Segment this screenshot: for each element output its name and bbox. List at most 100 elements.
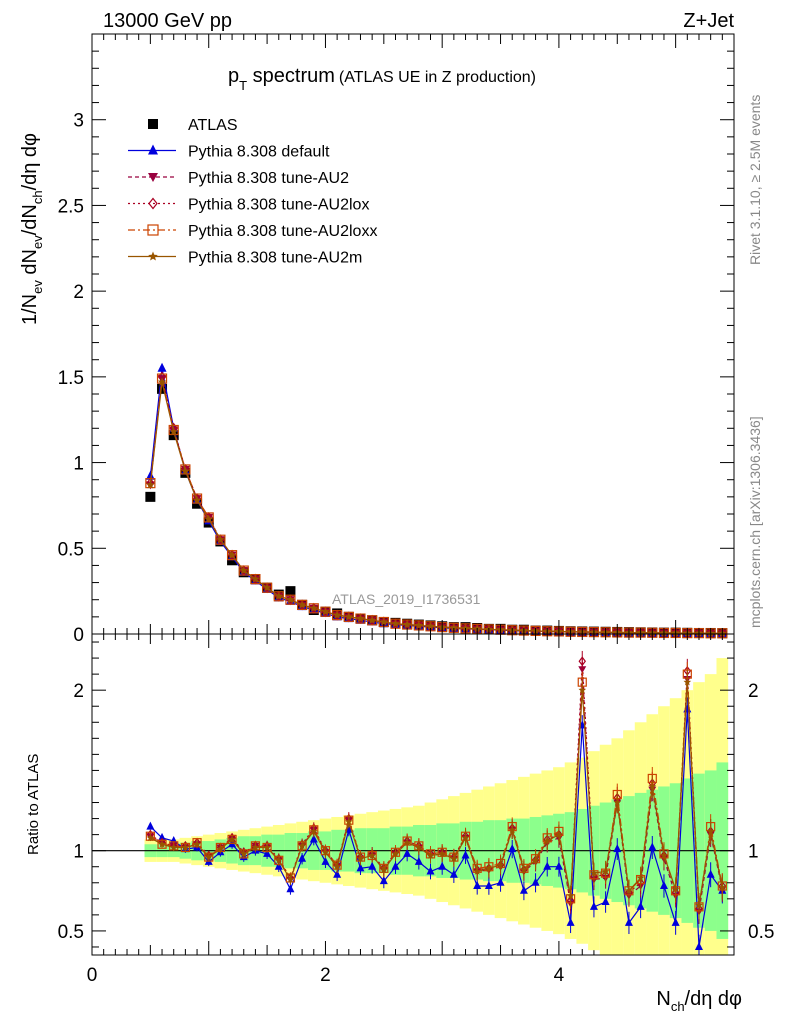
legend: ATLAS Pythia 8.308 default Pythia 8.308 tu… <box>128 117 377 267</box>
ratio-point <box>368 851 376 859</box>
legend-marker <box>148 119 158 129</box>
ratio-point <box>613 798 622 806</box>
ratio-point <box>286 875 295 883</box>
ratio-point <box>169 843 178 851</box>
data-point <box>145 491 156 502</box>
ratio-point <box>450 854 458 862</box>
data-point <box>343 611 354 622</box>
ratio-point <box>438 849 446 858</box>
legend-label: Pythia 8.308 default <box>188 144 330 161</box>
ratio-point <box>379 876 388 885</box>
ratio-point <box>519 885 528 894</box>
legend-marker <box>148 144 158 155</box>
data-point <box>426 621 435 630</box>
ratio-point <box>368 861 377 870</box>
ratio-point <box>473 880 482 889</box>
ratio-point <box>380 865 388 874</box>
ratio-point <box>555 830 563 838</box>
y-axis-label-main: 1/Nev dNev/dNch/dη dφ <box>19 133 45 325</box>
ratio-point <box>263 848 272 857</box>
ratio-point <box>310 827 318 835</box>
y-tick-label: 0.5 <box>58 539 84 560</box>
data-point <box>227 550 237 559</box>
ratio-series-4 <box>146 670 727 918</box>
data-point <box>449 623 459 632</box>
legend-marker <box>148 197 158 210</box>
data-point <box>204 514 213 523</box>
ratio-point <box>158 840 166 848</box>
ratio-point <box>496 861 505 869</box>
legend-label: Pythia 8.308 tune-AU2lox <box>188 197 369 214</box>
ratio-point <box>660 851 668 859</box>
plot-title: pT spectrum (ATLAS UE in Z production) <box>228 65 536 93</box>
data-point <box>379 617 389 626</box>
ratio-point <box>158 832 167 841</box>
ratio-point <box>531 877 540 886</box>
data-point <box>414 620 424 630</box>
analysis-watermark: ATLAS_2019_I1736531 <box>332 591 481 607</box>
data-point <box>168 430 179 441</box>
ratio-point <box>648 782 657 790</box>
legend-label: ATLAS <box>188 117 238 134</box>
ratio-point <box>543 837 551 845</box>
ratio-point <box>695 901 703 909</box>
ratio-point <box>438 861 447 870</box>
ratio-point <box>157 839 167 849</box>
data-point <box>344 612 354 621</box>
ratio-point <box>251 843 260 851</box>
ratio-point <box>659 880 668 889</box>
data-point <box>168 424 179 436</box>
data-point <box>251 574 260 583</box>
ratio-point <box>520 865 528 874</box>
ratio-point <box>625 886 633 894</box>
data-point <box>355 613 366 624</box>
data-point <box>145 470 155 480</box>
ratio-point <box>228 835 236 843</box>
ratio-y-tick-label-right: 2 <box>748 681 759 702</box>
legend-item-4: Pythia 8.308 tune-AU2loxx <box>128 223 377 240</box>
ratio-point <box>485 864 493 872</box>
ratio-point <box>671 885 680 893</box>
ratio-point <box>706 869 715 878</box>
legend-marker <box>147 224 159 236</box>
y-tick-label: 1.5 <box>58 368 84 389</box>
main-axes: 0 0.5 1 1.5 2 2.5 3 <box>58 34 735 955</box>
ratio-point <box>414 856 423 865</box>
ratio-point <box>554 861 563 870</box>
data-point <box>262 583 272 592</box>
data-point <box>461 623 470 632</box>
ratio-point <box>333 869 342 878</box>
data-point <box>320 606 331 617</box>
ratio-point <box>298 853 307 862</box>
ratio-y-tick-label: 0.5 <box>58 922 84 943</box>
ratio-point <box>275 856 283 864</box>
data-point <box>226 550 238 561</box>
ratio-point <box>391 849 400 858</box>
ratio-point <box>578 656 587 667</box>
data-point <box>285 594 296 605</box>
data-point <box>180 464 191 475</box>
ratio-point <box>263 843 271 851</box>
legend-item-2: Pythia 8.308 tune-AU2 <box>128 170 349 187</box>
ratio-point <box>204 853 213 861</box>
data-point <box>332 610 342 619</box>
data-point <box>216 535 225 544</box>
ratio-point <box>461 833 470 842</box>
header-left: 13000 GeV pp <box>103 10 232 32</box>
data-point <box>261 582 273 593</box>
data-point <box>157 383 168 394</box>
x-tick-label: 2 <box>320 965 331 986</box>
mcplots-label: mcplots.cern.ch [arXiv:1306.3436] <box>747 416 763 628</box>
data-point <box>146 480 155 489</box>
data-point <box>297 600 307 609</box>
data-point <box>402 620 412 629</box>
ratio-point <box>578 686 587 694</box>
ratio-point <box>146 821 155 830</box>
ratio-point <box>508 825 516 833</box>
ratio-point <box>671 917 680 926</box>
header-right: Z+Jet <box>683 10 734 32</box>
ratio-point <box>415 843 423 851</box>
ratio-panel: 0.5 0.5 1 1 2 2 0 2 4 <box>58 633 774 986</box>
data-point <box>356 614 365 623</box>
